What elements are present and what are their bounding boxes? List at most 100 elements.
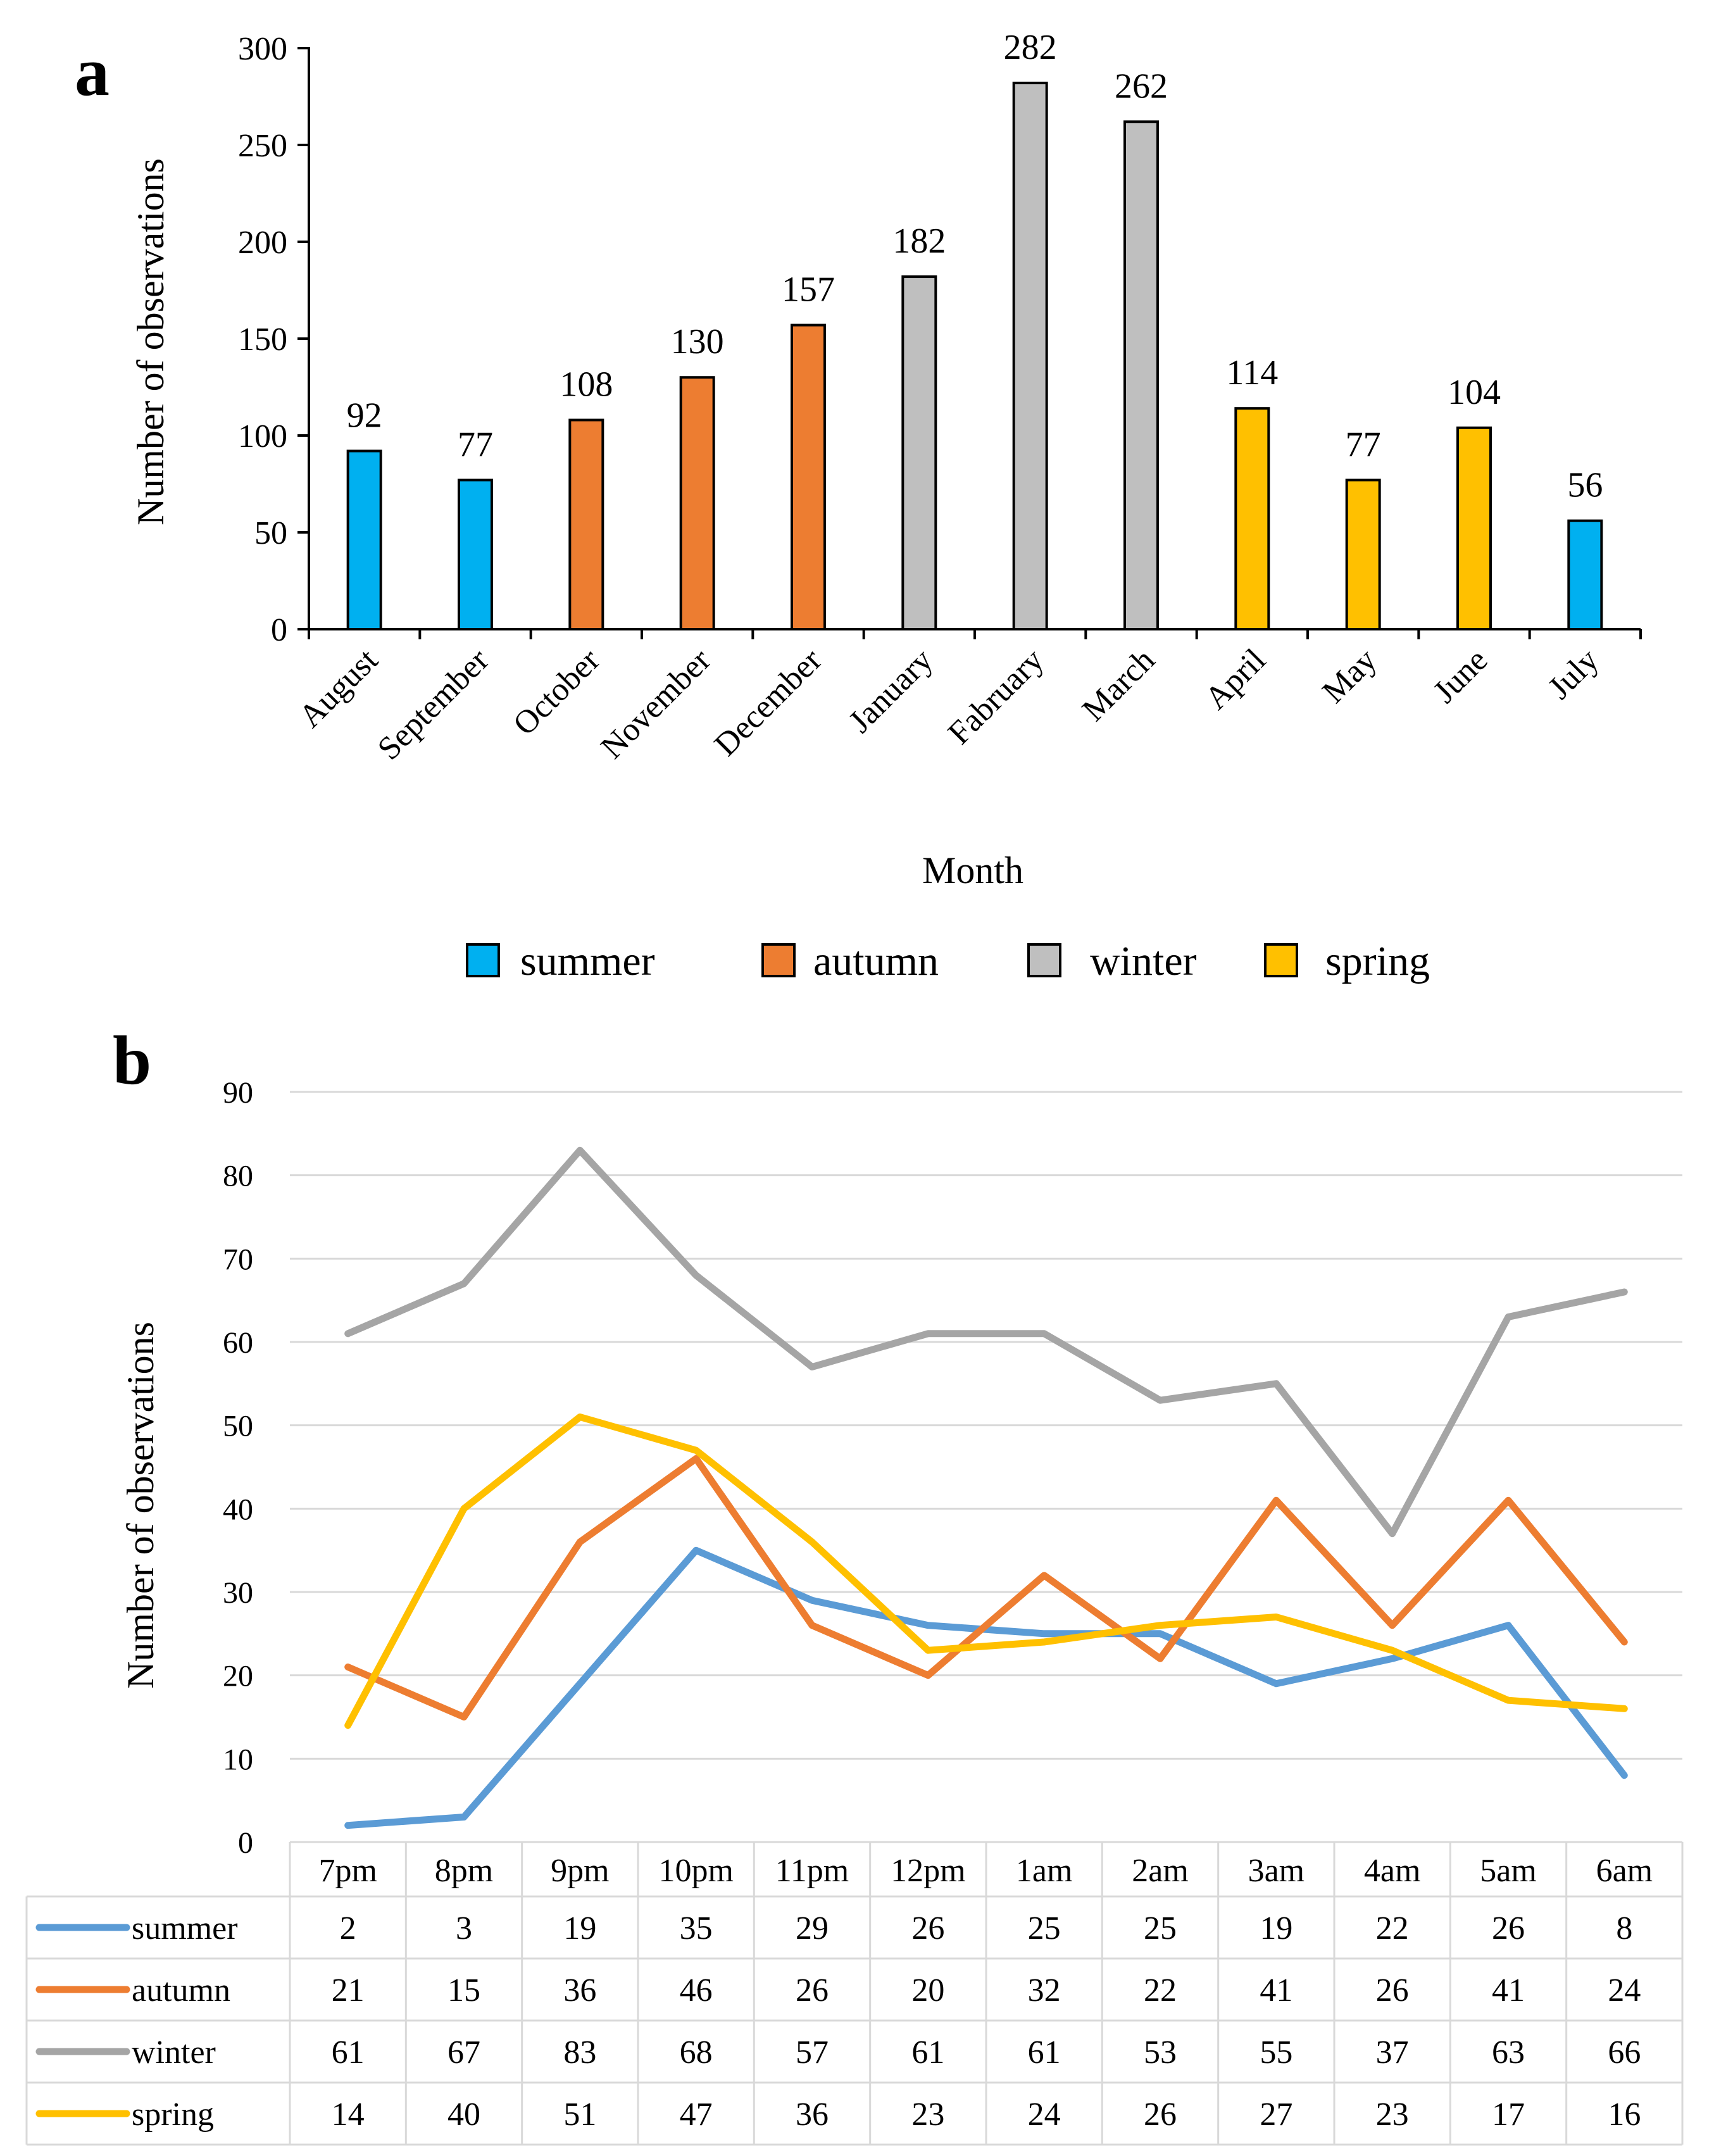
x-tick-label: March — [1075, 642, 1161, 728]
y-tick-label: 70 — [223, 1243, 253, 1276]
table-cell: 36 — [796, 2096, 829, 2133]
bar-july — [1567, 519, 1603, 631]
table-cell: 3 — [456, 1910, 472, 1946]
table-cell: 23 — [911, 2096, 944, 2133]
table-row-label: spring — [132, 2096, 214, 2133]
x-tick-label: December — [708, 642, 829, 763]
y-tick-label: 30 — [223, 1576, 253, 1610]
table-cell: 25 — [1028, 1910, 1061, 1946]
table-cell: 32 — [1028, 1972, 1061, 2009]
y-tick-label: 150 — [238, 322, 287, 358]
line-chart-series — [344, 1146, 1628, 1829]
legend-label-winter: winter — [1090, 938, 1197, 984]
table-cell: 63 — [1492, 2034, 1525, 2071]
bar-value-label: 182 — [892, 222, 946, 261]
legend-swatch-winter — [1027, 943, 1061, 977]
table-cell: 25 — [1144, 1910, 1177, 1946]
table-header-cell: 4am — [1364, 1853, 1421, 1889]
y-tick-label: 40 — [223, 1493, 253, 1526]
table-cell: 26 — [796, 1972, 829, 2009]
data-table: 7pm 8pm 9pm 10pm 11pm 12pm 1am 2am 3am 4am 5am 6am s… — [25, 1841, 1684, 2146]
line-chart-y-axis: 0 10 20 30 40 50 60 70 80 90 — [223, 1076, 253, 1860]
series-line-autumn — [344, 1455, 1628, 1720]
table-header-cell: 10pm — [658, 1853, 733, 1889]
table-cell: 36 — [563, 1972, 596, 2009]
table-cell: 22 — [1376, 1910, 1409, 1946]
panel-b-label: b — [113, 1022, 151, 1099]
y-tick-label: 0 — [271, 612, 287, 648]
table-header-cell: 5am — [1480, 1853, 1537, 1889]
y-tick-label: 90 — [223, 1076, 253, 1110]
series-line-winter — [344, 1146, 1628, 1538]
table-header-cell: 8pm — [435, 1853, 493, 1889]
bar-value-label: 282 — [1004, 28, 1057, 67]
table-row-label: summer — [132, 1910, 238, 1946]
bar-chart-y-axis-title: Number of observations — [130, 158, 172, 525]
bar-value-label: 114 — [1226, 353, 1278, 392]
line-chart-gridlines — [290, 1091, 1682, 1760]
table-cell: 24 — [1608, 1972, 1641, 2009]
legend-label-autumn: autumn — [813, 938, 939, 984]
x-tick-label: September — [371, 642, 496, 767]
table-cell: 29 — [796, 1910, 829, 1946]
table-cell: 2 — [340, 1910, 356, 1946]
line-chart-y-axis-title: Number of observations — [120, 1322, 161, 1689]
x-tick-label: October — [506, 642, 607, 743]
y-tick-label: 200 — [238, 225, 287, 261]
y-tick-label: 250 — [238, 128, 287, 164]
y-tick-label: 20 — [223, 1660, 253, 1693]
y-tick-label: 50 — [223, 1410, 253, 1443]
table-header-cell: 12pm — [891, 1853, 965, 1889]
x-tick-label: April — [1198, 642, 1273, 717]
table-cell: 26 — [1144, 2096, 1177, 2133]
x-tick-label: June — [1427, 642, 1495, 710]
x-tick-label: Fabruary — [941, 642, 1051, 751]
x-tick-label: July — [1541, 642, 1606, 706]
y-tick-label: 60 — [223, 1326, 253, 1360]
table-cell: 53 — [1144, 2034, 1177, 2071]
bar-value-label: 130 — [671, 322, 724, 361]
table-cell: 26 — [911, 1910, 944, 1946]
bar-march — [1123, 120, 1159, 630]
y-tick-label: 80 — [223, 1160, 253, 1193]
bar-october — [568, 418, 604, 631]
table-cell: 61 — [911, 2034, 944, 2071]
line-chart-panel: b Number of observations 0 10 20 30 40 50 60 70… — [25, 1022, 1684, 2146]
table-cell: 46 — [680, 1972, 713, 2009]
table-cell: 15 — [447, 1972, 480, 2009]
table-cell: 20 — [911, 1972, 944, 2009]
bar-august — [346, 449, 382, 630]
table-cell: 23 — [1376, 2096, 1409, 2133]
bar-value-label: 262 — [1115, 66, 1168, 106]
legend-swatch-summer — [466, 943, 500, 977]
x-tick-label: January — [842, 642, 940, 740]
y-tick-label: 100 — [238, 418, 287, 454]
table-cell: 66 — [1608, 2034, 1641, 2071]
bar-value-label: 56 — [1567, 466, 1603, 505]
table-header-cell: 6am — [1596, 1853, 1653, 1889]
table-cell: 68 — [680, 2034, 713, 2071]
bar-june — [1456, 426, 1492, 630]
table-header-cell: 2am — [1132, 1853, 1189, 1889]
table-cell: 61 — [332, 2034, 365, 2071]
bar-january — [901, 275, 937, 630]
legend-swatch-autumn — [761, 943, 796, 977]
table-cell: 61 — [1028, 2034, 1061, 2071]
table-cell: 41 — [1260, 1972, 1292, 2009]
bar-chart-panel: a Number of observations Month 0 50 100 150… — [75, 28, 1642, 984]
bar-november — [679, 376, 715, 630]
legend-label-spring: spring — [1325, 938, 1430, 984]
legend-label-summer: summer — [520, 938, 655, 984]
table-cell: 21 — [332, 1972, 365, 2009]
bar-value-label: 92 — [347, 396, 382, 435]
table-cell: 83 — [563, 2034, 596, 2071]
table-cell: 22 — [1144, 1972, 1177, 2009]
bar-value-label: 104 — [1448, 373, 1501, 412]
x-tick-label: May — [1315, 642, 1384, 710]
table-cell: 19 — [1260, 1910, 1292, 1946]
y-tick-label: 300 — [238, 31, 287, 67]
table-cell: 17 — [1492, 2096, 1525, 2133]
series-line-spring — [344, 1413, 1628, 1729]
table-cell: 19 — [563, 1910, 596, 1946]
